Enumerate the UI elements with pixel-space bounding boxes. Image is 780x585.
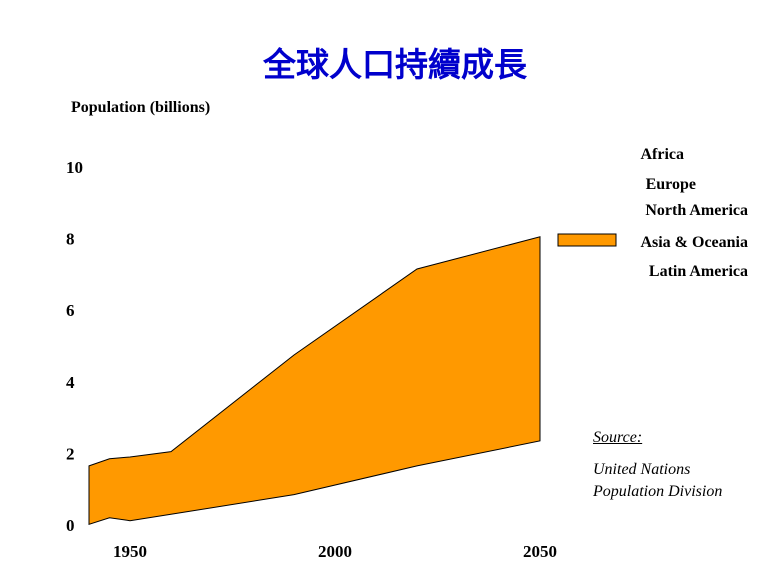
area-series-3	[88, 236, 541, 525]
legend-swatch	[557, 233, 617, 247]
y-tick-label: 10	[66, 158, 83, 177]
legend-label: North America	[645, 202, 748, 219]
y-tick-label: 4	[66, 373, 75, 392]
legend-label: Africa	[640, 146, 684, 163]
y-tick-label: 6	[66, 301, 75, 320]
source-division: Population Division	[593, 483, 723, 500]
x-tick-label: 2050	[523, 542, 557, 561]
x-tick-label: 2000	[318, 542, 352, 561]
legend-label: Europe	[646, 176, 696, 193]
x-tick-label: 1950	[113, 542, 147, 561]
y-axis-label: Population (billions)	[71, 99, 211, 116]
source-organization: United Nations	[593, 461, 691, 478]
legend-label: Latin America	[649, 263, 748, 280]
y-tick-label: 8	[66, 230, 75, 249]
source-label: Source:	[593, 429, 643, 446]
y-tick-label: 2	[66, 444, 75, 463]
y-tick-label: 0	[66, 516, 75, 535]
legend-label: Asia & Oceania	[640, 234, 748, 251]
chart-title: 全球人口持續成長	[263, 45, 527, 84]
